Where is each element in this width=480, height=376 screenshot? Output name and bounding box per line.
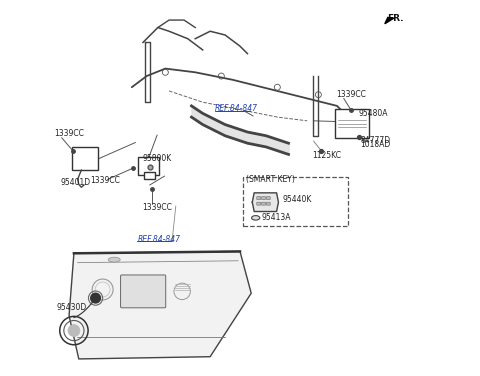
- Text: 95413A: 95413A: [261, 213, 291, 222]
- Text: 1018AD: 1018AD: [360, 140, 391, 149]
- FancyBboxPatch shape: [120, 275, 166, 308]
- FancyBboxPatch shape: [262, 202, 265, 205]
- FancyBboxPatch shape: [262, 197, 265, 200]
- Text: REF.84-847: REF.84-847: [137, 235, 180, 244]
- Text: 95480A: 95480A: [358, 109, 388, 118]
- Text: 95800K: 95800K: [143, 154, 172, 163]
- FancyBboxPatch shape: [257, 202, 261, 205]
- FancyBboxPatch shape: [144, 172, 155, 179]
- Text: FR.: FR.: [387, 14, 404, 23]
- Circle shape: [68, 324, 80, 337]
- FancyBboxPatch shape: [72, 147, 98, 170]
- Text: 1339CC: 1339CC: [55, 129, 84, 138]
- Text: 95401D: 95401D: [60, 177, 90, 186]
- Text: 95430D: 95430D: [56, 303, 86, 312]
- FancyBboxPatch shape: [257, 197, 261, 200]
- Ellipse shape: [108, 257, 120, 262]
- FancyBboxPatch shape: [243, 177, 348, 226]
- Text: (SMART KEY): (SMART KEY): [246, 175, 295, 184]
- Ellipse shape: [252, 215, 260, 220]
- Text: 95440K: 95440K: [282, 196, 312, 205]
- FancyBboxPatch shape: [138, 158, 159, 175]
- FancyBboxPatch shape: [266, 197, 270, 200]
- FancyBboxPatch shape: [266, 202, 270, 205]
- Text: REF.84-847: REF.84-847: [215, 105, 258, 114]
- Circle shape: [91, 293, 100, 303]
- Polygon shape: [69, 252, 251, 359]
- Text: 1339CC: 1339CC: [336, 90, 366, 99]
- Text: 1125KC: 1125KC: [312, 151, 341, 160]
- Text: 84777D: 84777D: [360, 136, 391, 145]
- FancyBboxPatch shape: [335, 109, 369, 138]
- Text: 1339CC: 1339CC: [90, 176, 120, 185]
- Polygon shape: [252, 193, 278, 212]
- Text: 1339CC: 1339CC: [142, 203, 172, 212]
- Polygon shape: [385, 17, 394, 24]
